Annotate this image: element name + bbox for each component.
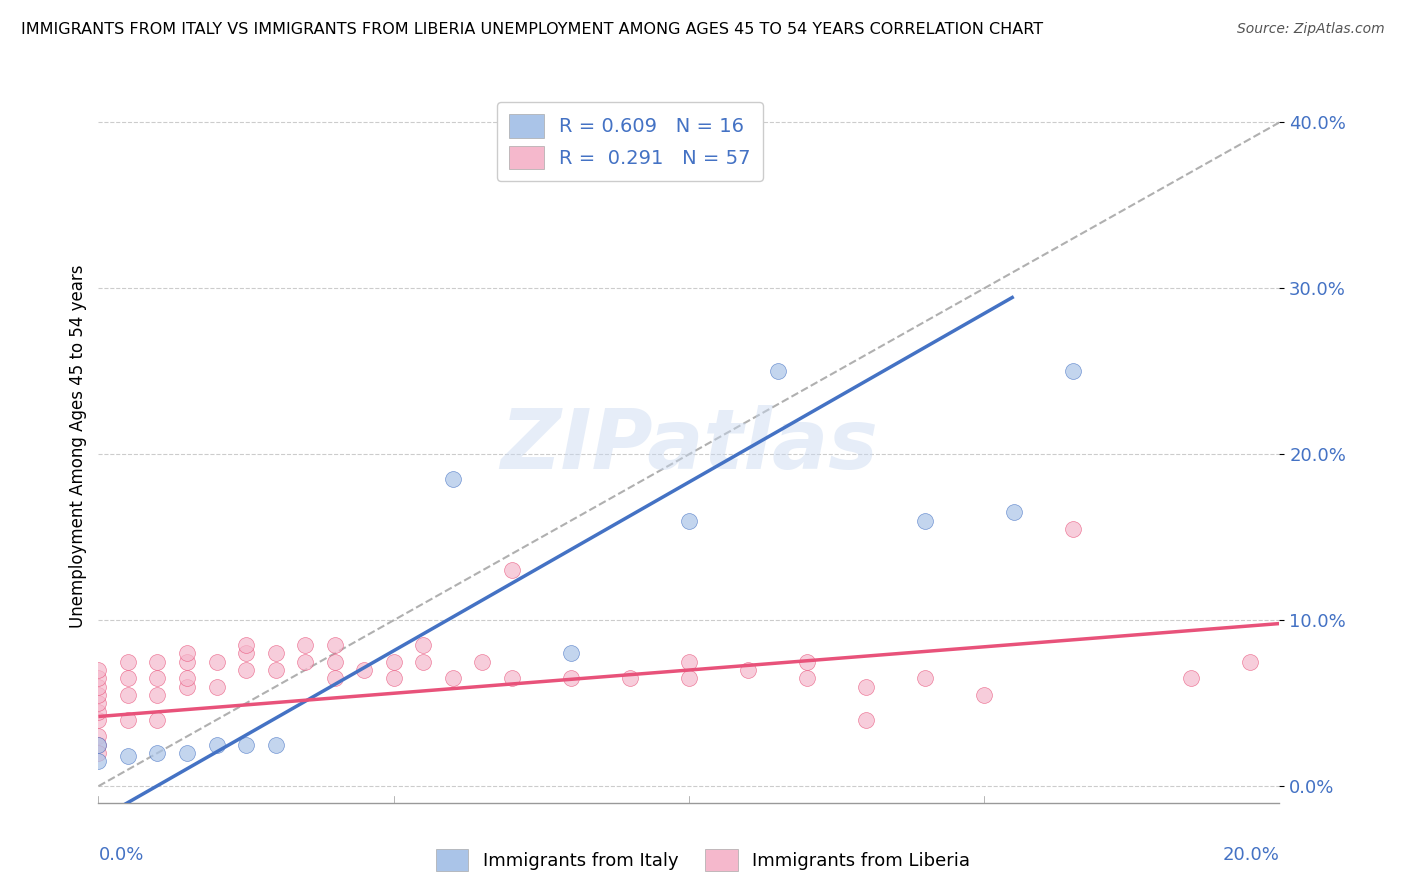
Point xyxy=(914,671,936,685)
Point xyxy=(87,730,110,744)
Point xyxy=(146,713,169,727)
Point xyxy=(87,696,110,710)
Point xyxy=(323,638,346,652)
Point xyxy=(146,688,169,702)
Point xyxy=(501,564,523,578)
Point xyxy=(205,655,228,669)
Y-axis label: Unemployment Among Ages 45 to 54 years: Unemployment Among Ages 45 to 54 years xyxy=(69,264,87,628)
Text: IMMIGRANTS FROM ITALY VS IMMIGRANTS FROM LIBERIA UNEMPLOYMENT AMONG AGES 45 TO 5: IMMIGRANTS FROM ITALY VS IMMIGRANTS FROM… xyxy=(21,22,1043,37)
Point xyxy=(117,655,139,669)
Point xyxy=(353,663,375,677)
Text: 0.0%: 0.0% xyxy=(98,846,143,863)
Point xyxy=(560,647,582,661)
Point xyxy=(117,671,139,685)
Point xyxy=(87,705,110,719)
Point xyxy=(855,680,877,694)
Point xyxy=(235,663,257,677)
Point xyxy=(176,655,198,669)
Point xyxy=(678,514,700,528)
Point xyxy=(87,688,110,702)
Point xyxy=(146,671,169,685)
Point xyxy=(117,749,139,764)
Point xyxy=(87,671,110,685)
Point xyxy=(264,647,287,661)
Point xyxy=(87,746,110,760)
Text: ZIPatlas: ZIPatlas xyxy=(501,406,877,486)
Legend: Immigrants from Italy, Immigrants from Liberia: Immigrants from Italy, Immigrants from L… xyxy=(429,842,977,879)
Point xyxy=(205,680,228,694)
Point xyxy=(441,472,464,486)
Point xyxy=(294,655,316,669)
Point xyxy=(412,655,434,669)
Text: Source: ZipAtlas.com: Source: ZipAtlas.com xyxy=(1237,22,1385,37)
Point xyxy=(176,746,198,760)
Point xyxy=(1062,522,1084,536)
Point xyxy=(1239,655,1261,669)
Point xyxy=(264,738,287,752)
Point xyxy=(1062,364,1084,378)
Point xyxy=(117,688,139,702)
Point xyxy=(294,638,316,652)
Point xyxy=(678,671,700,685)
Point xyxy=(796,671,818,685)
Point xyxy=(235,738,257,752)
Point xyxy=(87,663,110,677)
Point xyxy=(412,638,434,652)
Point xyxy=(205,738,228,752)
Point xyxy=(619,671,641,685)
Point xyxy=(117,713,139,727)
Point xyxy=(973,688,995,702)
Point xyxy=(914,514,936,528)
Point xyxy=(235,647,257,661)
Point xyxy=(87,713,110,727)
Point xyxy=(471,655,494,669)
Point xyxy=(382,655,405,669)
Point xyxy=(87,680,110,694)
Point xyxy=(176,680,198,694)
Legend: R = 0.609   N = 16, R =  0.291   N = 57: R = 0.609 N = 16, R = 0.291 N = 57 xyxy=(498,103,762,181)
Point xyxy=(501,671,523,685)
Point xyxy=(176,647,198,661)
Point xyxy=(382,671,405,685)
Point xyxy=(441,671,464,685)
Point xyxy=(560,671,582,685)
Point xyxy=(501,157,523,171)
Text: 20.0%: 20.0% xyxy=(1223,846,1279,863)
Point xyxy=(87,754,110,768)
Point xyxy=(1180,671,1202,685)
Point xyxy=(1002,505,1025,519)
Point xyxy=(796,655,818,669)
Point xyxy=(737,663,759,677)
Point xyxy=(264,663,287,677)
Point xyxy=(146,655,169,669)
Point xyxy=(235,638,257,652)
Point xyxy=(146,746,169,760)
Point xyxy=(766,364,789,378)
Point xyxy=(678,655,700,669)
Point xyxy=(176,671,198,685)
Point xyxy=(87,738,110,752)
Point xyxy=(323,655,346,669)
Point xyxy=(87,738,110,752)
Point xyxy=(323,671,346,685)
Point xyxy=(855,713,877,727)
